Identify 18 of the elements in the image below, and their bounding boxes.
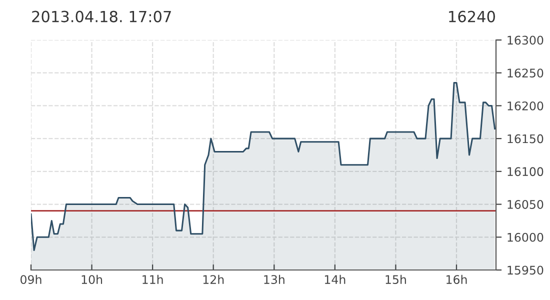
y-tick-label: 16250 <box>508 68 544 78</box>
x-tick-label: 13h <box>264 274 284 284</box>
x-tick-label: 10h <box>82 274 102 284</box>
x-tick-label: 14h <box>324 274 346 284</box>
y-tick-label: 16100 <box>508 167 544 176</box>
y-tick-label: 16150 <box>508 134 544 144</box>
x-tick-label: 09h <box>20 274 42 284</box>
x-tick-label: 16h <box>446 274 467 284</box>
y-tick-label: 15950 <box>508 266 544 275</box>
x-tick-label: 12h <box>203 274 224 284</box>
chart-title: 2013.04.18. 17:07 <box>32 10 171 22</box>
x-tick-label: 15h <box>386 274 406 284</box>
y-tick-label: 16050 <box>508 200 544 209</box>
y-tick-label: 16300 <box>508 36 544 45</box>
x-tick-label: 11h <box>142 274 163 284</box>
chart-subtitle: 16240 <box>449 10 495 22</box>
y-tick-label: 16000 <box>508 232 544 242</box>
y-tick-label: 16200 <box>508 101 544 110</box>
